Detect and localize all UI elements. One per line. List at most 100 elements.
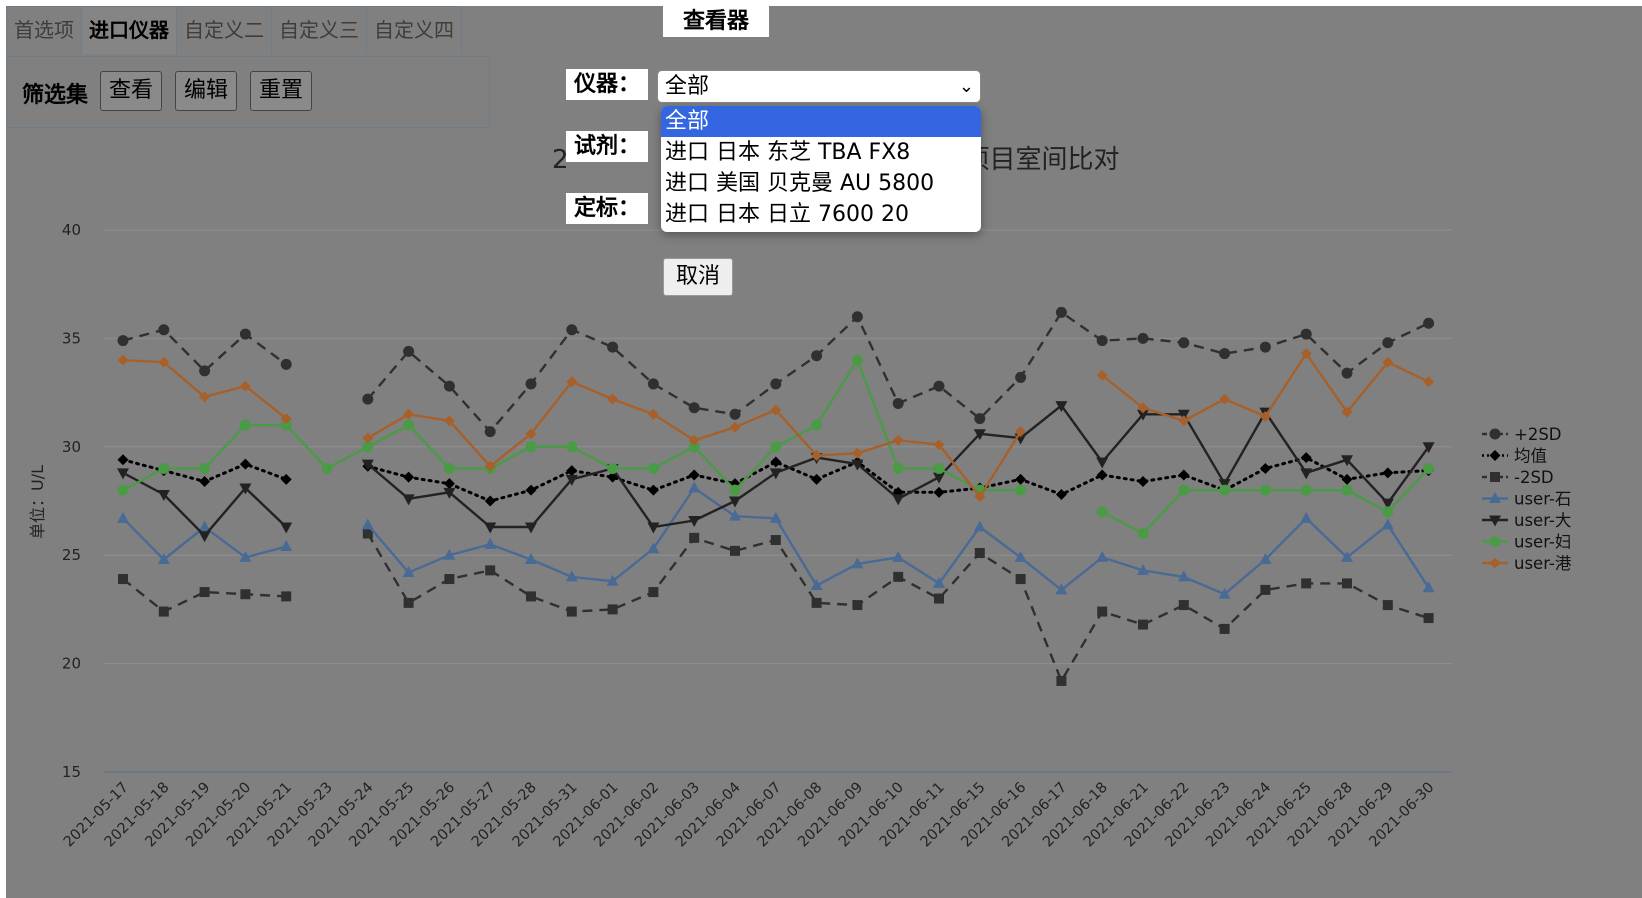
data-point bbox=[443, 548, 456, 560]
data-point bbox=[280, 473, 292, 485]
data-point bbox=[934, 593, 944, 604]
data-point bbox=[647, 378, 659, 390]
data-point bbox=[280, 540, 293, 552]
data-point bbox=[566, 465, 578, 477]
data-point bbox=[443, 487, 456, 499]
data-point bbox=[444, 574, 455, 585]
data-point bbox=[362, 528, 373, 539]
data-point bbox=[1422, 581, 1435, 593]
tab-preferences[interactable]: 首选项 bbox=[6, 6, 82, 54]
instrument-select[interactable]: 全部 ⌄ bbox=[657, 70, 981, 103]
data-point bbox=[1015, 484, 1027, 496]
data-point bbox=[1341, 550, 1353, 562]
data-point bbox=[362, 393, 374, 405]
data-point bbox=[239, 419, 251, 431]
data-point bbox=[769, 511, 782, 523]
data-point bbox=[933, 380, 945, 392]
data-point bbox=[158, 462, 170, 474]
data-point bbox=[484, 537, 497, 549]
data-point bbox=[1259, 484, 1271, 496]
data-point bbox=[1015, 473, 1027, 485]
data-point bbox=[933, 462, 945, 474]
tab-custom-2[interactable]: 自定义二 bbox=[176, 6, 272, 54]
reset-button[interactable]: 重置 bbox=[250, 71, 313, 111]
data-point bbox=[1015, 574, 1026, 585]
data-point bbox=[566, 324, 578, 336]
data-point bbox=[1300, 452, 1312, 464]
data-point bbox=[1015, 426, 1027, 438]
data-point bbox=[118, 574, 128, 585]
data-point bbox=[1177, 570, 1190, 582]
data-point bbox=[1219, 484, 1231, 496]
data-point bbox=[607, 341, 619, 353]
data-point bbox=[1259, 462, 1271, 474]
tab-custom-3[interactable]: 自定义三 bbox=[271, 6, 367, 54]
data-point bbox=[1342, 578, 1352, 589]
data-point bbox=[1178, 469, 1190, 481]
data-point bbox=[402, 494, 415, 506]
data-point bbox=[1301, 578, 1312, 589]
legend-item: user-大 bbox=[1482, 511, 1571, 530]
data-point bbox=[647, 484, 659, 496]
data-point bbox=[117, 335, 129, 347]
data-point bbox=[1137, 528, 1149, 540]
tab-imported-instruments[interactable]: 进口仪器 bbox=[81, 6, 177, 54]
data-point bbox=[729, 496, 741, 508]
data-point bbox=[770, 535, 781, 546]
series-user-港 bbox=[117, 348, 1435, 503]
data-point bbox=[851, 459, 864, 471]
data-point bbox=[199, 365, 211, 377]
instrument-option-all[interactable]: 全部 bbox=[661, 106, 981, 137]
data-point bbox=[1177, 409, 1190, 421]
data-point bbox=[973, 520, 986, 532]
data-point bbox=[1138, 619, 1148, 630]
data-point bbox=[198, 531, 211, 543]
view-button[interactable]: 查看 bbox=[100, 71, 163, 111]
data-point bbox=[810, 579, 823, 591]
data-point bbox=[1178, 415, 1190, 427]
chart-title-right: 项目室间比对 bbox=[963, 145, 1120, 175]
data-point bbox=[1096, 335, 1108, 347]
data-point bbox=[1015, 371, 1027, 383]
instrument-option-beckman[interactable]: 进口 美国 贝克曼 AU 5800 bbox=[665, 171, 935, 196]
instrument-option-hitachi[interactable]: 进口 日本 日立 7600 20 bbox=[665, 202, 909, 227]
data-point bbox=[239, 328, 251, 340]
data-point bbox=[770, 378, 782, 390]
data-point bbox=[1096, 457, 1109, 469]
data-point bbox=[811, 419, 823, 431]
data-point bbox=[362, 432, 374, 444]
data-point bbox=[1218, 479, 1231, 491]
legend-marker bbox=[1489, 515, 1501, 527]
data-point bbox=[443, 462, 455, 474]
data-point bbox=[1259, 410, 1271, 422]
data-point bbox=[321, 462, 333, 474]
legend-item: 均值 bbox=[1482, 447, 1547, 466]
edit-button[interactable]: 编辑 bbox=[175, 71, 238, 111]
data-point bbox=[851, 311, 863, 323]
legend-label: 均值 bbox=[1514, 447, 1547, 466]
data-point bbox=[157, 553, 170, 565]
filter-set-panel: 筛选集 查看 编辑 重置 bbox=[6, 56, 490, 128]
data-point bbox=[1341, 484, 1353, 496]
instrument-select-value: 全部 bbox=[665, 74, 710, 99]
data-point bbox=[1096, 469, 1108, 481]
data-point bbox=[688, 402, 700, 414]
data-point bbox=[199, 391, 211, 403]
data-point bbox=[1096, 506, 1108, 518]
cancel-button[interactable]: 取消 bbox=[663, 258, 733, 296]
data-point bbox=[1341, 406, 1353, 418]
data-point bbox=[525, 522, 537, 534]
data-point bbox=[565, 474, 578, 486]
data-point bbox=[117, 511, 129, 523]
legend-marker bbox=[1489, 557, 1501, 569]
data-point bbox=[892, 434, 904, 446]
data-point bbox=[361, 459, 374, 471]
data-point bbox=[566, 606, 577, 617]
data-point bbox=[1055, 583, 1068, 595]
instrument-option-toshiba[interactable]: 进口 日本 东芝 TBA FX8 bbox=[665, 140, 911, 165]
data-point bbox=[1178, 600, 1189, 611]
tab-custom-4[interactable]: 自定义四 bbox=[366, 6, 462, 54]
data-point bbox=[1218, 587, 1231, 599]
y-tick-label: 15 bbox=[62, 763, 81, 781]
data-point bbox=[526, 591, 536, 602]
